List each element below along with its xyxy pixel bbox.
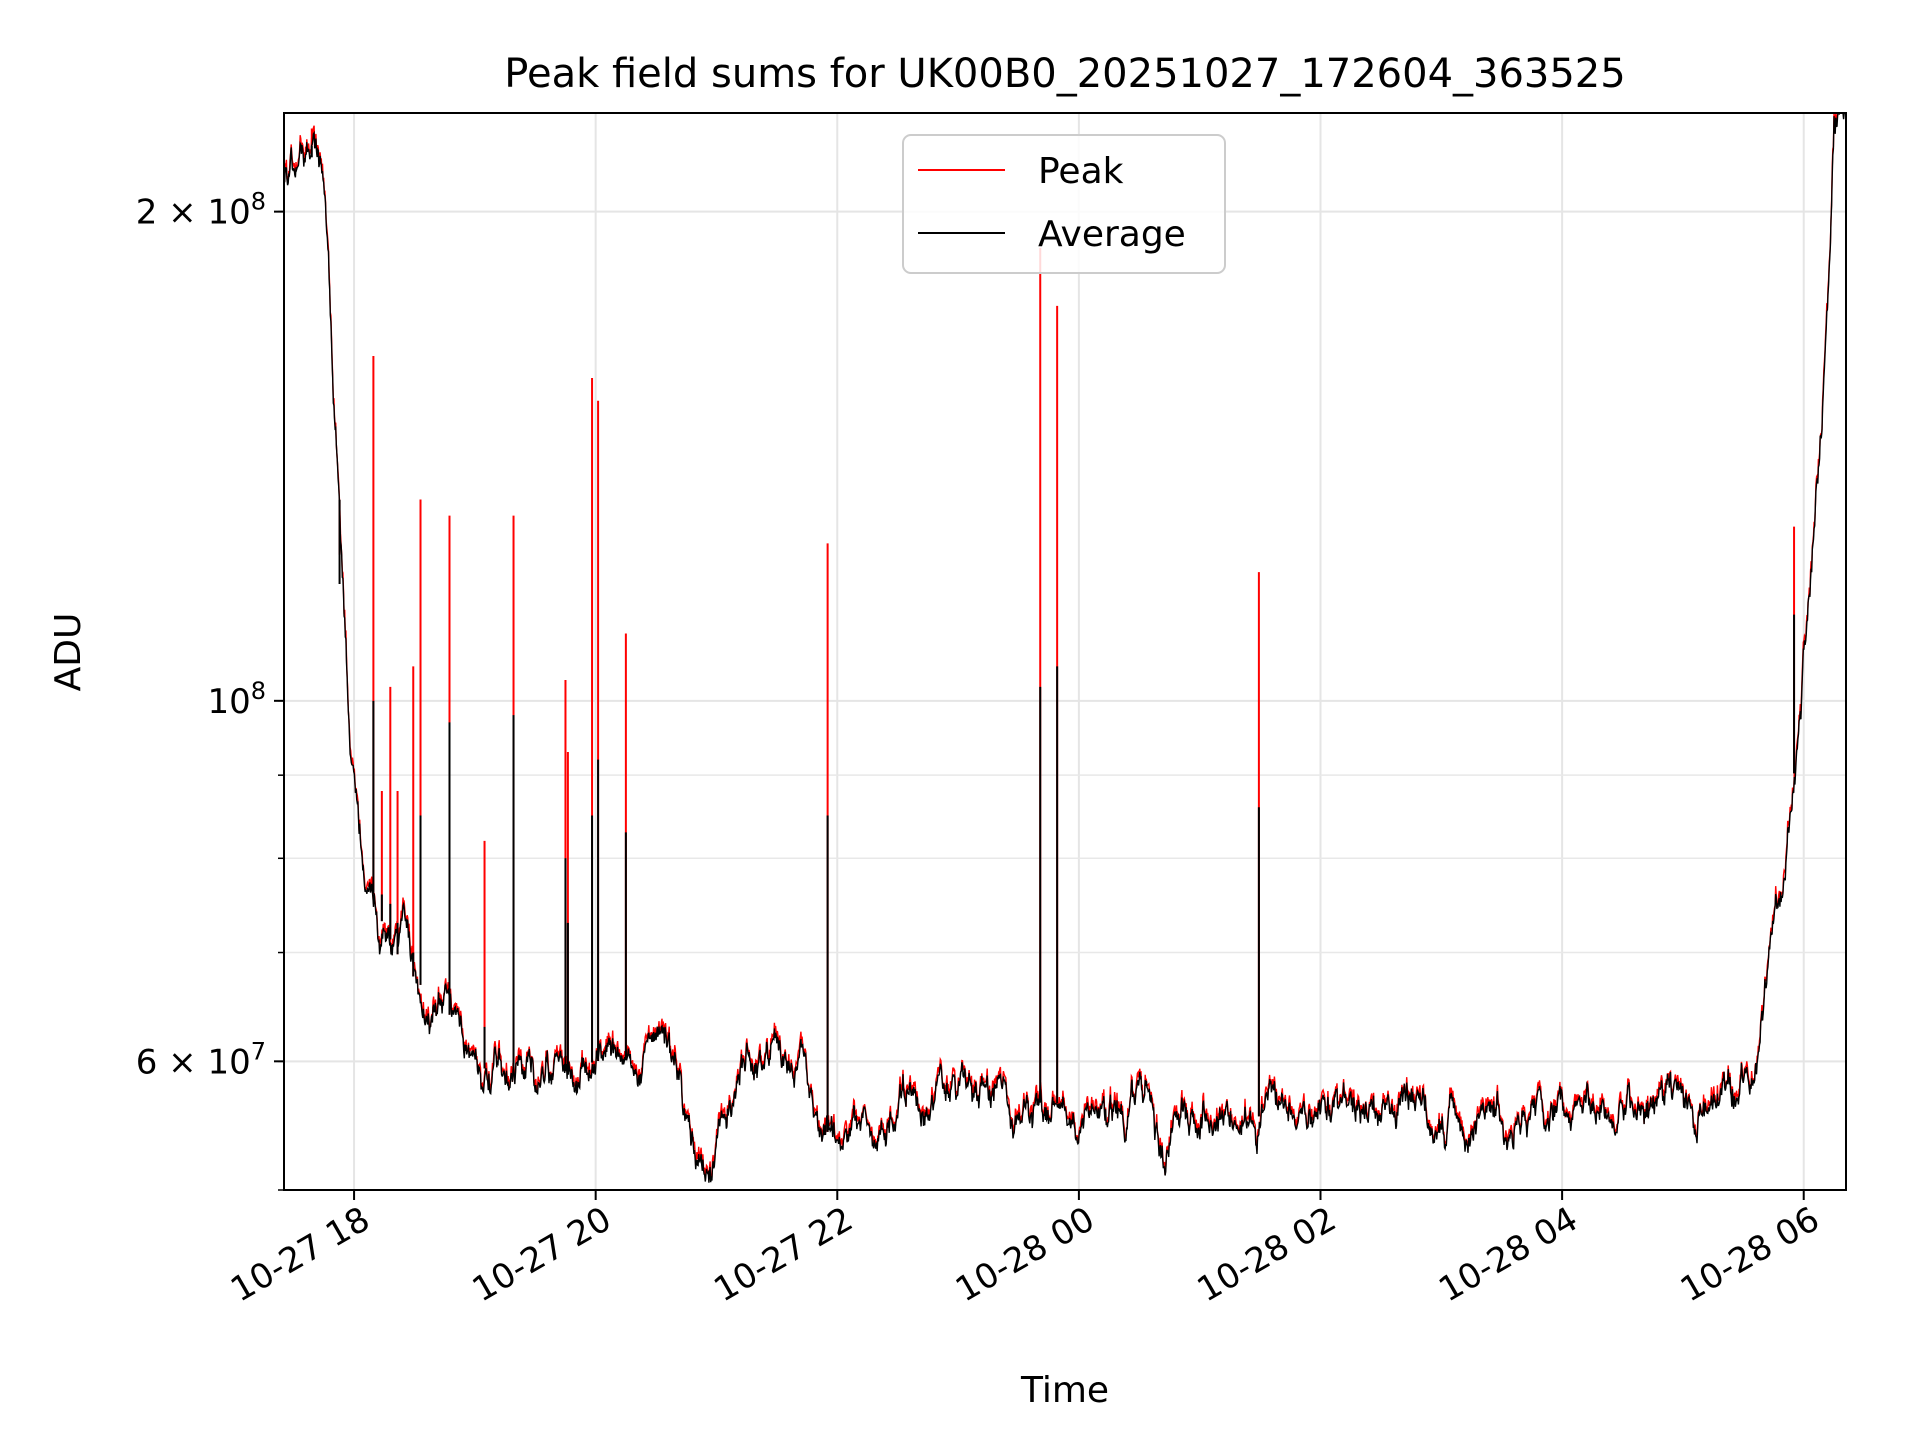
legend-label-peak: Peak — [1038, 151, 1124, 192]
chart-title: Peak field sums for UK00B0_20251027_1726… — [504, 51, 1625, 97]
legend: Peak Average — [902, 134, 1226, 274]
y-tick-label: 108 — [207, 677, 266, 722]
plot-area-frame — [283, 112, 1847, 1191]
y-tick-label: 6 × 107 — [136, 1037, 266, 1082]
series-layer — [283, 112, 1846, 1183]
series-average-line — [283, 112, 1846, 1183]
y-axis: 6 × 107 108 2 × 108 — [136, 188, 284, 1191]
x-axis-label: Time — [1020, 1370, 1109, 1411]
legend-label-average: Average — [1038, 214, 1186, 255]
y-axis-label: ADU — [48, 613, 89, 692]
y-tick-label: 2 × 108 — [136, 188, 266, 233]
